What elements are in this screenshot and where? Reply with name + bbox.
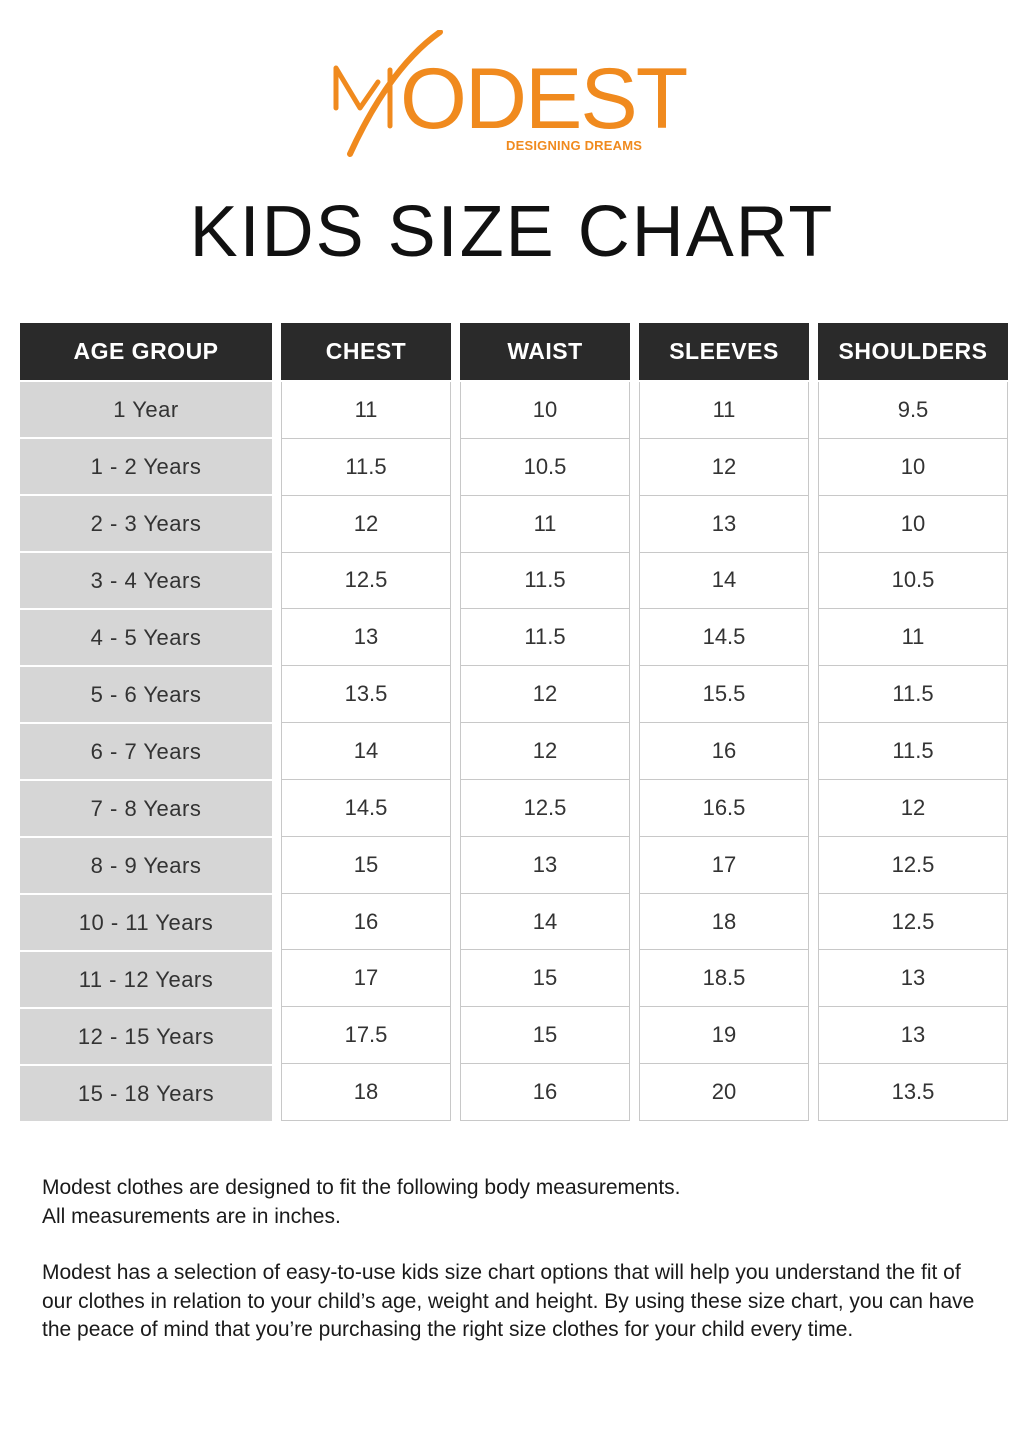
brand-logo: ODEST DESIGNING DREAMS xyxy=(330,30,690,160)
waist-cell: 12 xyxy=(460,666,630,724)
shoulders-cell: 10 xyxy=(818,438,1008,496)
sleeves-cell: 18.5 xyxy=(639,950,809,1008)
notes-line-1: Modest clothes are designed to fit the f… xyxy=(42,1176,681,1199)
sleeves-cell: 15.5 xyxy=(639,666,809,724)
chest-cell: 11.5 xyxy=(281,438,451,496)
chest-cell: 13 xyxy=(281,609,451,667)
waist-cell: 11.5 xyxy=(460,552,630,610)
sleeves-cell: 16.5 xyxy=(639,779,809,837)
waist-cell: 12.5 xyxy=(460,779,630,837)
shoulders-cell: 12 xyxy=(818,779,1008,837)
age-cell: 2 - 3 Years xyxy=(20,496,272,553)
size-notes: Modest clothes are designed to fit the f… xyxy=(42,1174,992,1345)
shoulders-cell: 10 xyxy=(818,495,1008,553)
waist-cell: 15 xyxy=(460,1007,630,1065)
page-title: KIDS SIZE CHART xyxy=(189,192,835,272)
age-cell: 7 - 8 Years xyxy=(20,781,272,838)
age-cell: 11 - 12 Years xyxy=(20,952,272,1009)
sleeves-cell: 20 xyxy=(639,1064,809,1121)
age-cells: 1 Year 1 - 2 Years 2 - 3 Years 3 - 4 Yea… xyxy=(20,382,272,1121)
logo-tagline: DESIGNING DREAMS xyxy=(506,138,643,153)
shoulders-cell: 10.5 xyxy=(818,552,1008,610)
sleeves-cell: 13 xyxy=(639,495,809,553)
waist-cell: 11 xyxy=(460,495,630,553)
age-cell: 3 - 4 Years xyxy=(20,553,272,610)
age-cell: 1 - 2 Years xyxy=(20,439,272,496)
shoulders-cells: 9.5 10 10 10.5 11 11.5 11.5 12 12.5 12.5… xyxy=(818,382,1008,1121)
chest-cell: 13.5 xyxy=(281,666,451,724)
column-sleeves: SLEEVES 11 12 13 14 14.5 15.5 16 16.5 17… xyxy=(639,323,809,1121)
shoulders-cell: 11.5 xyxy=(818,723,1008,780)
waist-cells: 10 10.5 11 11.5 11.5 12 12 12.5 13 14 15… xyxy=(460,382,630,1121)
shoulders-cell: 13 xyxy=(818,950,1008,1008)
age-cell: 12 - 15 Years xyxy=(20,1009,272,1066)
header-shoulders: SHOULDERS xyxy=(818,323,1008,382)
shoulders-cell: 11.5 xyxy=(818,666,1008,724)
column-shoulders: SHOULDERS 9.5 10 10 10.5 11 11.5 11.5 12… xyxy=(818,323,1008,1121)
shoulders-cell: 13 xyxy=(818,1007,1008,1065)
notes-paragraph-2: Modest has a selection of easy-to-use ki… xyxy=(42,1261,975,1341)
waist-cell: 11.5 xyxy=(460,609,630,667)
column-waist: WAIST 10 10.5 11 11.5 11.5 12 12 12.5 13… xyxy=(460,323,630,1121)
chest-cell: 12.5 xyxy=(281,552,451,610)
chest-cell: 17 xyxy=(281,950,451,1008)
size-chart-table: AGE GROUP 1 Year 1 - 2 Years 2 - 3 Years… xyxy=(20,323,1008,1121)
chest-cell: 18 xyxy=(281,1064,451,1121)
shoulders-cell: 12.5 xyxy=(818,836,1008,894)
notes-line-2: All measurements are in inches. xyxy=(42,1204,341,1228)
header-age-group: AGE GROUP xyxy=(20,323,272,382)
age-cell: 10 - 11 Years xyxy=(20,895,272,952)
chest-cell: 12 xyxy=(281,495,451,553)
modest-logo-mark: ODEST xyxy=(333,30,689,157)
sleeves-cell: 18 xyxy=(639,893,809,951)
shoulders-cell: 12.5 xyxy=(818,893,1008,951)
sleeves-cell: 12 xyxy=(639,438,809,496)
waist-cell: 13 xyxy=(460,836,630,894)
shoulders-cell: 11 xyxy=(818,609,1008,667)
column-age-group: AGE GROUP 1 Year 1 - 2 Years 2 - 3 Years… xyxy=(20,323,272,1121)
waist-cell: 15 xyxy=(460,950,630,1008)
sleeves-cell: 11 xyxy=(639,382,809,439)
age-cell: 15 - 18 Years xyxy=(20,1066,272,1121)
sleeves-cell: 16 xyxy=(639,723,809,780)
sleeves-cell: 14 xyxy=(639,552,809,610)
shoulders-cell: 9.5 xyxy=(818,382,1008,439)
sleeves-cells: 11 12 13 14 14.5 15.5 16 16.5 17 18 18.5… xyxy=(639,382,809,1121)
sleeves-cell: 19 xyxy=(639,1007,809,1065)
chest-cells: 11 11.5 12 12.5 13 13.5 14 14.5 15 16 17… xyxy=(281,382,451,1121)
sleeves-cell: 17 xyxy=(639,836,809,894)
chest-cell: 16 xyxy=(281,893,451,951)
shoulders-cell: 13.5 xyxy=(818,1064,1008,1121)
waist-cell: 12 xyxy=(460,723,630,780)
waist-cell: 14 xyxy=(460,893,630,951)
chest-cell: 15 xyxy=(281,836,451,894)
chest-cell: 14 xyxy=(281,723,451,780)
column-chest: CHEST 11 11.5 12 12.5 13 13.5 14 14.5 15… xyxy=(281,323,451,1121)
waist-cell: 10.5 xyxy=(460,438,630,496)
notes-spacer xyxy=(42,1231,992,1259)
age-cell: 6 - 7 Years xyxy=(20,724,272,781)
chest-cell: 14.5 xyxy=(281,779,451,837)
age-cell: 5 - 6 Years xyxy=(20,667,272,724)
age-cell: 8 - 9 Years xyxy=(20,838,272,895)
logo-wordmark: ODEST xyxy=(400,51,687,147)
header-sleeves: SLEEVES xyxy=(639,323,809,382)
waist-cell: 10 xyxy=(460,382,630,439)
header-waist: WAIST xyxy=(460,323,630,382)
sleeves-cell: 14.5 xyxy=(639,609,809,667)
waist-cell: 16 xyxy=(460,1064,630,1121)
chest-cell: 11 xyxy=(281,382,451,439)
chest-cell: 17.5 xyxy=(281,1007,451,1065)
header-chest: CHEST xyxy=(281,323,451,382)
age-cell: 4 - 5 Years xyxy=(20,610,272,667)
age-cell: 1 Year xyxy=(20,382,272,439)
